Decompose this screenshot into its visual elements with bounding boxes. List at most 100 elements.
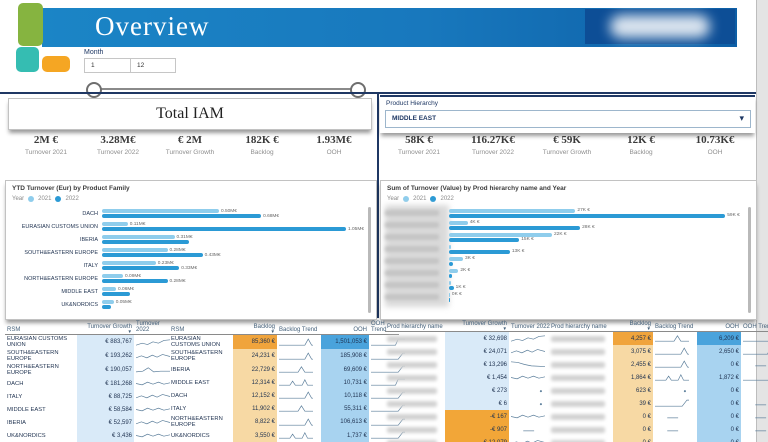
table-row[interactable]: ITALY € 88,725: [5, 390, 176, 403]
bar-value-label: 0.33M€: [181, 265, 198, 271]
table-row[interactable]: € 24,071: [385, 345, 555, 358]
column-header[interactable]: Turnover Growth ▼: [445, 320, 509, 332]
row-label-cell: MIDDLE EAST: [171, 379, 210, 386]
row-label-cell: [549, 371, 613, 384]
ooh-cell: 0 €: [697, 384, 741, 397]
column-header[interactable]: Turnover 2022: [134, 320, 176, 335]
bar-2022: [102, 253, 203, 257]
table-row[interactable]: DACH € 181,268: [5, 377, 176, 390]
column-header[interactable]: Turnover 2022: [509, 320, 555, 332]
chevron-down-icon[interactable]: ▾: [739, 113, 744, 123]
month-range-slider-handle-right[interactable]: [350, 82, 366, 98]
column-header[interactable]: RSM: [169, 320, 233, 335]
table-row[interactable]: -€ 167: [385, 410, 555, 423]
table-row[interactable]: 0 € 0 €: [549, 423, 768, 436]
row-label-cell: DACH: [7, 380, 24, 387]
column-header[interactable]: Backlog Trend: [653, 320, 697, 332]
table-row[interactable]: MIDDLE EAST 12,314 € 10,731 €: [169, 376, 405, 389]
column-header[interactable]: OOH: [321, 320, 369, 335]
table-row[interactable]: -€ 907: [385, 423, 555, 436]
column-header[interactable]: Prod hierarchy name: [385, 320, 445, 332]
month-range-slider-handle-left[interactable]: [86, 82, 102, 98]
kpi-card: 1.93M€ OOH: [298, 134, 370, 168]
sparkline-spikeend: [279, 351, 313, 360]
month-to-input[interactable]: 12: [130, 58, 176, 73]
table-row[interactable]: 0 € 0 €: [549, 410, 768, 423]
bar-value-label: 22K €: [554, 232, 567, 237]
turnover-2022-trend-cell: [509, 345, 555, 358]
table-row[interactable]: € 273: [385, 384, 555, 397]
sparkline-flatrise: [743, 340, 768, 342]
table-row[interactable]: IBERIA 22,729 € 69,609 €: [169, 363, 405, 376]
ooh-cell: 6,209 €: [697, 331, 741, 345]
table-row[interactable]: NORTH&EASTERN EUROPE 8,822 € 106,613 €: [169, 415, 405, 429]
chart-scrollbar[interactable]: [748, 207, 751, 313]
table-row[interactable]: € 13,296: [385, 358, 555, 371]
turnover-growth-cell: € 1,454: [445, 371, 509, 384]
chart-scrollbar[interactable]: [368, 207, 371, 313]
turnover-2022-trend-cell: [509, 384, 555, 397]
row-label-redacted: [387, 374, 438, 381]
table-row[interactable]: € 6: [385, 397, 555, 410]
legend-label: Year: [387, 196, 400, 202]
table-row[interactable]: EURASIAN CUSTOMS UNION € 883,767: [5, 334, 176, 349]
table-row[interactable]: MIDDLE EAST € 58,584: [5, 403, 176, 416]
row-label-cell: [549, 410, 613, 423]
bar-value-label: 0.09M€: [125, 273, 142, 279]
column-header-label: Prod hierarchy name: [387, 324, 443, 330]
table-row[interactable]: 0 € 0 €: [549, 436, 768, 442]
column-header[interactable]: Backlog ▼: [233, 320, 277, 335]
turnover-growth-cell: € 32,698: [445, 331, 509, 345]
chart-category-row: 13K €: [385, 243, 744, 255]
bar-line: 0.31M€: [102, 235, 364, 240]
product-hierarchy-dropdown[interactable]: MIDDLE EAST ▾: [385, 110, 751, 128]
backlog-trend-cell: [653, 436, 697, 442]
backlog-cell: 3,075 €: [613, 345, 653, 358]
month-range-slider-track[interactable]: [92, 88, 354, 90]
month-from-input[interactable]: 1: [84, 58, 134, 73]
category-bars: 0.09M€ 0.28M€: [102, 274, 364, 284]
column-header[interactable]: Backlog ▼: [613, 320, 653, 332]
category-bars: 2K €: [449, 268, 744, 278]
table-row[interactable]: ITALY 11,902 € 55,311 €: [169, 402, 405, 415]
column-header[interactable]: RSM: [5, 320, 77, 335]
table-row[interactable]: EURASIAN CUSTOMS UNION 85,360 € 1,501,053 …: [169, 334, 405, 349]
kpi-card: € 2M Turnover Growth: [154, 134, 226, 168]
bar-value-label: 1.05M€: [348, 226, 364, 232]
column-header[interactable]: OOH Trend: [741, 320, 768, 332]
category-label: NORTH&EASTERN EUROPE: [24, 275, 98, 282]
row-label-redacted: [551, 400, 605, 407]
table-row[interactable]: -€ 12,079: [385, 436, 555, 442]
table-row[interactable]: SOUTH&EASTERN EUROPE 24,231 € 185,908 €: [169, 349, 405, 363]
table-row[interactable]: € 32,698: [385, 331, 555, 345]
row-label-cell: [549, 345, 613, 358]
table-row[interactable]: SOUTH&EASTERN EUROPE € 193,262: [5, 349, 176, 363]
table-row[interactable]: 623 € 0 €: [549, 384, 768, 397]
column-header[interactable]: Turnover Growth ▼: [77, 320, 134, 335]
table-row[interactable]: 39 € 0 €: [549, 397, 768, 410]
row-label-cell: [385, 423, 445, 436]
table-row[interactable]: 1,864 € 1,872 €: [549, 371, 768, 384]
table-row[interactable]: 3,075 € 2,650 €: [549, 345, 768, 358]
sparkline-dot: [539, 390, 542, 393]
chart-prod-hierarchy: Sum of Turnover (Value) by Prod hierarch…: [380, 180, 757, 320]
table-row[interactable]: UK&NORDICS € 3,436: [5, 429, 176, 442]
table-row[interactable]: DACH 12,152 € 10,118 €: [169, 389, 405, 402]
column-header[interactable]: Backlog Trend: [277, 320, 321, 335]
table-row[interactable]: UK&NORDICS 3,550 € 1,737 €: [169, 429, 405, 442]
kpi-value: 1.93M€: [316, 134, 352, 146]
table-row[interactable]: 4,257 € 6,209 €: [549, 331, 768, 345]
bar-2021: [449, 280, 452, 285]
sparkline-spikeend: [279, 337, 313, 346]
row-label-cell: ITALY: [171, 405, 187, 412]
table-row[interactable]: 2,455 € 0 €: [549, 358, 768, 371]
column-header[interactable]: OOH: [697, 320, 741, 332]
row-label-cell: [385, 371, 445, 384]
table-row[interactable]: IBERIA € 52,597: [5, 416, 176, 429]
table-row[interactable]: NORTH&EASTERN EUROPE € 190,057: [5, 363, 176, 377]
turnover-growth-cell: € 6: [445, 397, 509, 410]
bar-2022: [102, 227, 346, 231]
table-row[interactable]: € 1,454: [385, 371, 555, 384]
bar-plot-area: 27K € 59K € 4K € 28K € 22K € 15K € 13K € 3K € 2K…: [385, 207, 744, 303]
column-header[interactable]: Prod hierarchy name: [549, 320, 613, 332]
